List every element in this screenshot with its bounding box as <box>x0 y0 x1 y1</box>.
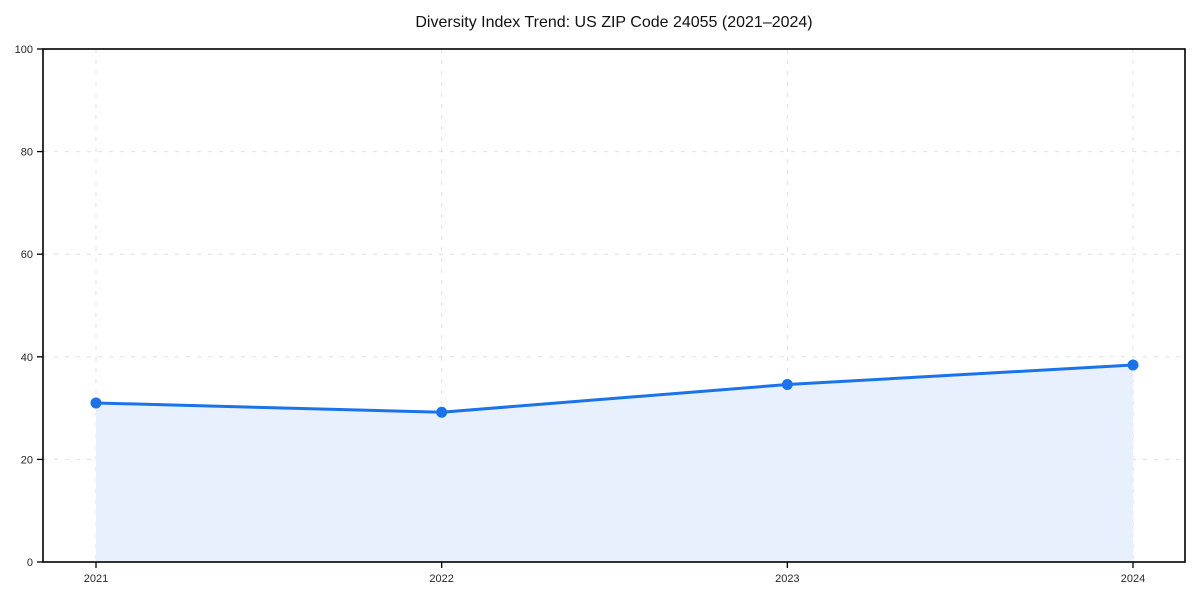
area-fill <box>96 365 1133 562</box>
trend-line <box>94 363 1135 414</box>
data-point-marker <box>90 397 102 409</box>
y-tick-label: 20 <box>21 454 33 466</box>
x-tick-label: 2023 <box>775 573 799 585</box>
data-point-marker <box>1127 359 1139 371</box>
y-tick-label: 60 <box>21 249 33 261</box>
y-tick-label: 100 <box>15 44 33 56</box>
y-tick-label: 80 <box>21 147 33 159</box>
data-point-marker <box>436 406 448 418</box>
x-tick-label: 2022 <box>429 573 453 585</box>
y-tick-label: 0 <box>27 557 33 569</box>
x-tick-label: 2024 <box>1121 573 1145 585</box>
y-tick-label: 40 <box>21 352 33 364</box>
data-point-marker <box>781 379 793 391</box>
plot-border <box>42 48 1186 563</box>
x-tick-label: 2021 <box>84 573 108 585</box>
chart-title: Diversity Index Trend: US ZIP Code 24055… <box>415 14 813 31</box>
